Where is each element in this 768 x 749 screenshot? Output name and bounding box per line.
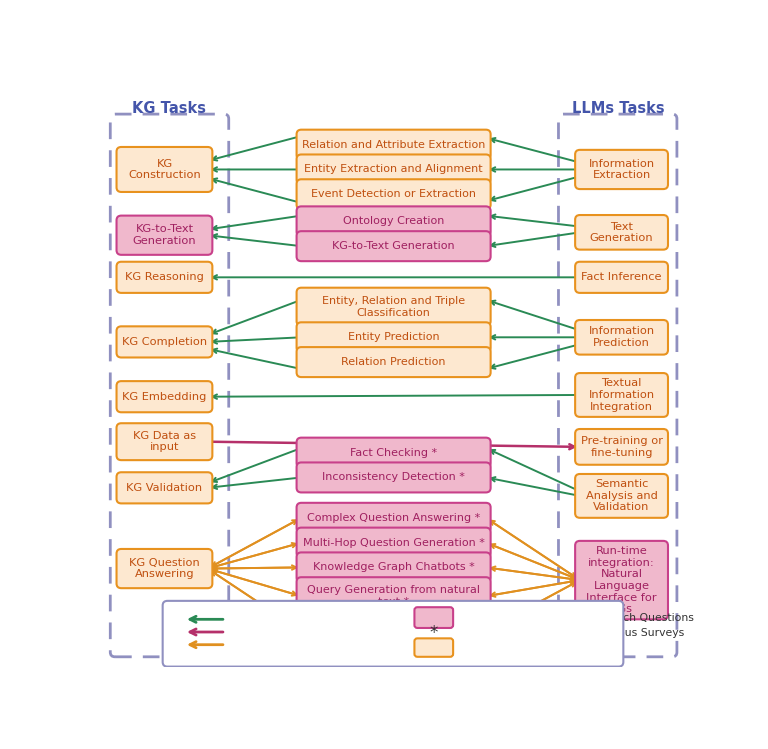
FancyBboxPatch shape <box>296 288 491 326</box>
Text: KG Data as
input: KG Data as input <box>133 431 196 452</box>
FancyBboxPatch shape <box>117 473 213 503</box>
FancyBboxPatch shape <box>296 231 491 261</box>
Text: LLM-KG Cooperation: LLM-KG Cooperation <box>230 640 362 649</box>
Text: KG-to-Text Generation: KG-to-Text Generation <box>333 241 455 251</box>
Text: Other Tasks: Other Tasks <box>455 643 518 652</box>
Text: Query Generation from natural
text *: Query Generation from natural text * <box>307 586 480 607</box>
Text: Querying Large Language Models
with SPARQL *: Querying Large Language Models with SPAR… <box>300 620 488 642</box>
FancyBboxPatch shape <box>415 638 453 657</box>
FancyBboxPatch shape <box>296 612 491 650</box>
FancyBboxPatch shape <box>296 130 491 160</box>
Text: LLMs Tasks: LLMs Tasks <box>571 101 664 116</box>
Text: Fact Checking *: Fact Checking * <box>350 448 437 458</box>
Text: Fact Inference: Fact Inference <box>581 273 662 282</box>
Text: KG Tasks: KG Tasks <box>132 101 207 116</box>
Text: KG Embedding: KG Embedding <box>122 392 207 401</box>
Text: Relation Prediction: Relation Prediction <box>341 357 446 367</box>
FancyBboxPatch shape <box>117 423 213 460</box>
FancyBboxPatch shape <box>575 373 668 417</box>
Text: KG
Construction: KG Construction <box>128 159 200 181</box>
Text: Ontology Creation: Ontology Creation <box>343 216 444 226</box>
Text: Text
Generation: Text Generation <box>590 222 654 243</box>
FancyBboxPatch shape <box>296 347 491 377</box>
FancyBboxPatch shape <box>163 601 624 667</box>
Text: Entity Prediction: Entity Prediction <box>348 333 439 342</box>
FancyBboxPatch shape <box>296 437 491 467</box>
FancyBboxPatch shape <box>575 320 668 354</box>
FancyBboxPatch shape <box>296 179 491 209</box>
FancyBboxPatch shape <box>415 607 453 628</box>
Text: Inconsistency Detection *: Inconsistency Detection * <box>322 473 465 482</box>
Text: Event Detection or Extraction: Event Detection or Extraction <box>311 189 476 199</box>
Text: Textual
Information
Integration: Textual Information Integration <box>588 378 654 411</box>
FancyBboxPatch shape <box>117 549 213 588</box>
Text: Information
Extraction: Information Extraction <box>588 159 654 181</box>
Text: Knowledge Graph Chatbots *: Knowledge Graph Chatbots * <box>313 562 475 572</box>
Text: Pre-training or
fine-tuning: Pre-training or fine-tuning <box>581 436 663 458</box>
Text: KG-to-Text
Generation: KG-to-Text Generation <box>133 225 197 246</box>
FancyBboxPatch shape <box>296 527 491 557</box>
FancyBboxPatch shape <box>117 216 213 255</box>
Text: KG Question
Answering: KG Question Answering <box>129 558 200 580</box>
FancyBboxPatch shape <box>296 207 491 237</box>
Text: Entity, Relation and Triple
Classification: Entity, Relation and Triple Classificati… <box>322 296 465 318</box>
Text: Multi-Hop Question Generation *: Multi-Hop Question Generation * <box>303 538 485 548</box>
FancyBboxPatch shape <box>117 261 213 293</box>
Text: Tasks NOT considered in Previous Surveys: Tasks NOT considered in Previous Surveys <box>455 628 684 638</box>
FancyBboxPatch shape <box>296 322 491 352</box>
FancyBboxPatch shape <box>575 541 668 619</box>
Text: *: * <box>429 624 438 642</box>
Text: KG-enhanced LLM: KG-enhanced LLM <box>230 627 346 637</box>
FancyBboxPatch shape <box>117 381 213 412</box>
Text: Complex Question Answering *: Complex Question Answering * <box>307 513 480 523</box>
FancyBboxPatch shape <box>575 150 668 189</box>
Text: KG Completion: KG Completion <box>122 337 207 347</box>
Text: Semantic
Analysis and
Validation: Semantic Analysis and Validation <box>586 479 657 512</box>
FancyBboxPatch shape <box>296 503 491 533</box>
Text: KG Validation: KG Validation <box>127 483 203 493</box>
Text: Tasks considered in our Research Questions: Tasks considered in our Research Questio… <box>455 613 694 622</box>
Text: Run-time
integration:
Natural
Language
Interface for
KGs: Run-time integration: Natural Language I… <box>586 546 657 614</box>
Text: LLM for KGs: LLM for KGs <box>230 614 298 625</box>
FancyBboxPatch shape <box>296 462 491 492</box>
FancyBboxPatch shape <box>575 429 668 464</box>
Text: Entity Extraction and Alignment: Entity Extraction and Alignment <box>304 165 483 175</box>
FancyBboxPatch shape <box>296 553 491 583</box>
FancyBboxPatch shape <box>575 215 668 249</box>
FancyBboxPatch shape <box>296 577 491 615</box>
FancyBboxPatch shape <box>296 154 491 184</box>
FancyBboxPatch shape <box>117 327 213 357</box>
FancyBboxPatch shape <box>117 147 213 192</box>
Text: Information
Prediction: Information Prediction <box>588 327 654 348</box>
Text: Relation and Attribute Extraction: Relation and Attribute Extraction <box>302 139 485 150</box>
FancyBboxPatch shape <box>575 474 668 518</box>
Text: KG Reasoning: KG Reasoning <box>125 273 204 282</box>
FancyBboxPatch shape <box>575 261 668 293</box>
